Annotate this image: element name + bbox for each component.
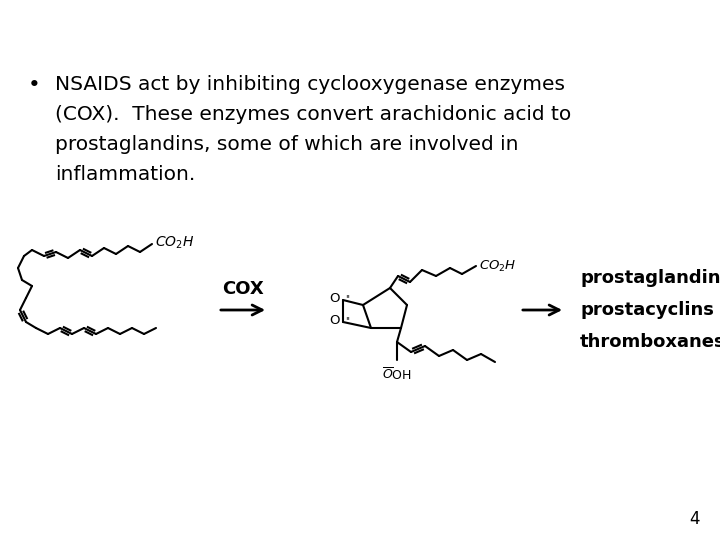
Text: COX: COX: [222, 280, 264, 298]
Text: prostaglandins, some of which are involved in: prostaglandins, some of which are involv…: [55, 135, 518, 154]
Text: '': '': [345, 294, 350, 304]
Text: O: O: [330, 314, 340, 327]
Text: $\overline{O}$OH: $\overline{O}$OH: [382, 367, 412, 383]
Text: prostacyclins: prostacyclins: [580, 301, 714, 319]
Text: '': '': [345, 316, 350, 326]
Text: (COX).  These enzymes convert arachidonic acid to: (COX). These enzymes convert arachidonic…: [55, 105, 571, 124]
Text: $CO_2H$: $CO_2H$: [479, 259, 516, 274]
Text: $CO_2H$: $CO_2H$: [155, 235, 194, 251]
Text: prostaglandins: prostaglandins: [580, 269, 720, 287]
Text: 4: 4: [690, 510, 700, 528]
Text: thromboxanes: thromboxanes: [580, 333, 720, 351]
Text: O: O: [330, 293, 340, 306]
Text: inflammation.: inflammation.: [55, 165, 195, 184]
Text: NSAIDS act by inhibiting cyclooxygenase enzymes: NSAIDS act by inhibiting cyclooxygenase …: [55, 75, 565, 94]
Text: •: •: [28, 75, 41, 95]
